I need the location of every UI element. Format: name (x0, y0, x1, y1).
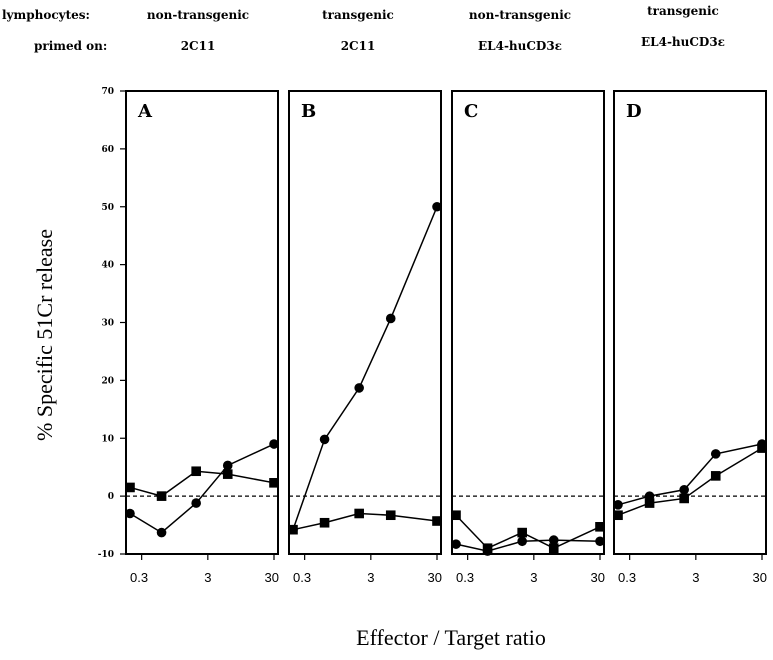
panel-frame (126, 91, 278, 554)
circle-data-point (386, 314, 396, 324)
circle-series-line (456, 540, 600, 551)
x-tick-label: 0.3 (618, 570, 636, 585)
square-series-line (618, 448, 762, 515)
circle-data-point (595, 536, 605, 546)
square-data-point (595, 522, 605, 532)
circle-data-point (125, 509, 135, 519)
circle-data-point (711, 449, 721, 459)
y-tick-label: 40 (101, 261, 114, 271)
square-series-line (293, 513, 437, 529)
y-tick-label: -10 (98, 550, 114, 560)
square-data-point (386, 510, 396, 520)
square-data-point (288, 525, 298, 535)
square-data-point (320, 518, 330, 528)
y-axis: -10 0 10 20 30 40 50 60 70 (98, 87, 126, 560)
x-tick-label: 30 (591, 570, 605, 585)
x-tick-label: 3 (204, 570, 211, 585)
x-tick-label: 3 (692, 570, 699, 585)
panel-frame (614, 91, 766, 554)
x-tick-label: 30 (753, 570, 767, 585)
circle-data-point (157, 528, 167, 538)
chart-panels: A 0.3 3 30 B 0.3 3 30 C 0.3 3 30 D 0.3 3 30 (125, 91, 767, 585)
y-tick-label: 10 (101, 434, 114, 444)
circle-series-line (130, 444, 274, 533)
square-data-point (711, 471, 721, 481)
y-tick-label: 60 (101, 145, 114, 155)
panel-d: D 0.3 3 30 (613, 91, 767, 585)
square-data-point (223, 469, 233, 479)
square-series-line (456, 515, 600, 548)
circle-data-point (483, 546, 493, 556)
x-tick-label: 3 (367, 570, 374, 585)
y-tick-label: 30 (101, 319, 114, 329)
x-tick-label: 0.3 (130, 570, 148, 585)
square-series-line (130, 471, 274, 496)
panel-frame (452, 91, 604, 554)
square-data-point (645, 498, 655, 508)
square-data-point (191, 466, 201, 476)
panel-label: C (464, 101, 478, 122)
circle-data-point (432, 202, 442, 212)
square-data-point (354, 509, 364, 519)
y-tick-label: 70 (101, 87, 114, 97)
x-tick-label: 30 (428, 570, 442, 585)
square-data-point (517, 528, 527, 538)
circle-data-point (451, 539, 461, 549)
circle-data-point (269, 439, 279, 449)
y-axis-label: % Specific 51Cr release (32, 229, 57, 441)
circle-data-point (517, 536, 527, 546)
panel-frame (289, 91, 441, 554)
panel-c: C 0.3 3 30 (451, 91, 605, 585)
panel-b: B 0.3 3 30 (288, 91, 442, 585)
square-data-point (679, 494, 689, 504)
square-data-point (613, 510, 623, 520)
x-tick-label: 0.3 (293, 570, 311, 585)
panel-label: D (626, 101, 642, 122)
panel-label: A (137, 101, 153, 122)
square-data-point (125, 483, 135, 493)
circle-data-point (613, 500, 623, 510)
square-data-point (269, 478, 279, 488)
circle-data-point (549, 535, 559, 545)
square-data-point (451, 510, 461, 520)
x-tick-label: 3 (530, 570, 537, 585)
square-data-point (757, 443, 767, 453)
circle-data-point (354, 383, 364, 393)
square-data-point (432, 516, 442, 526)
panel-label: B (301, 101, 316, 122)
x-tick-label: 0.3 (456, 570, 474, 585)
square-data-point (157, 491, 167, 501)
circle-data-point (320, 435, 330, 445)
circle-series-line (293, 207, 437, 530)
circle-data-point (191, 498, 201, 508)
x-axis-label: Effector / Target ratio (356, 625, 546, 650)
circle-data-point (679, 485, 689, 495)
circle-data-point (223, 461, 233, 471)
y-tick-label: 20 (101, 376, 114, 386)
x-tick-label: 30 (265, 570, 279, 585)
y-tick-label: 50 (101, 203, 114, 213)
panel-a: A 0.3 3 30 (125, 91, 279, 585)
y-tick-label: 0 (108, 492, 114, 502)
